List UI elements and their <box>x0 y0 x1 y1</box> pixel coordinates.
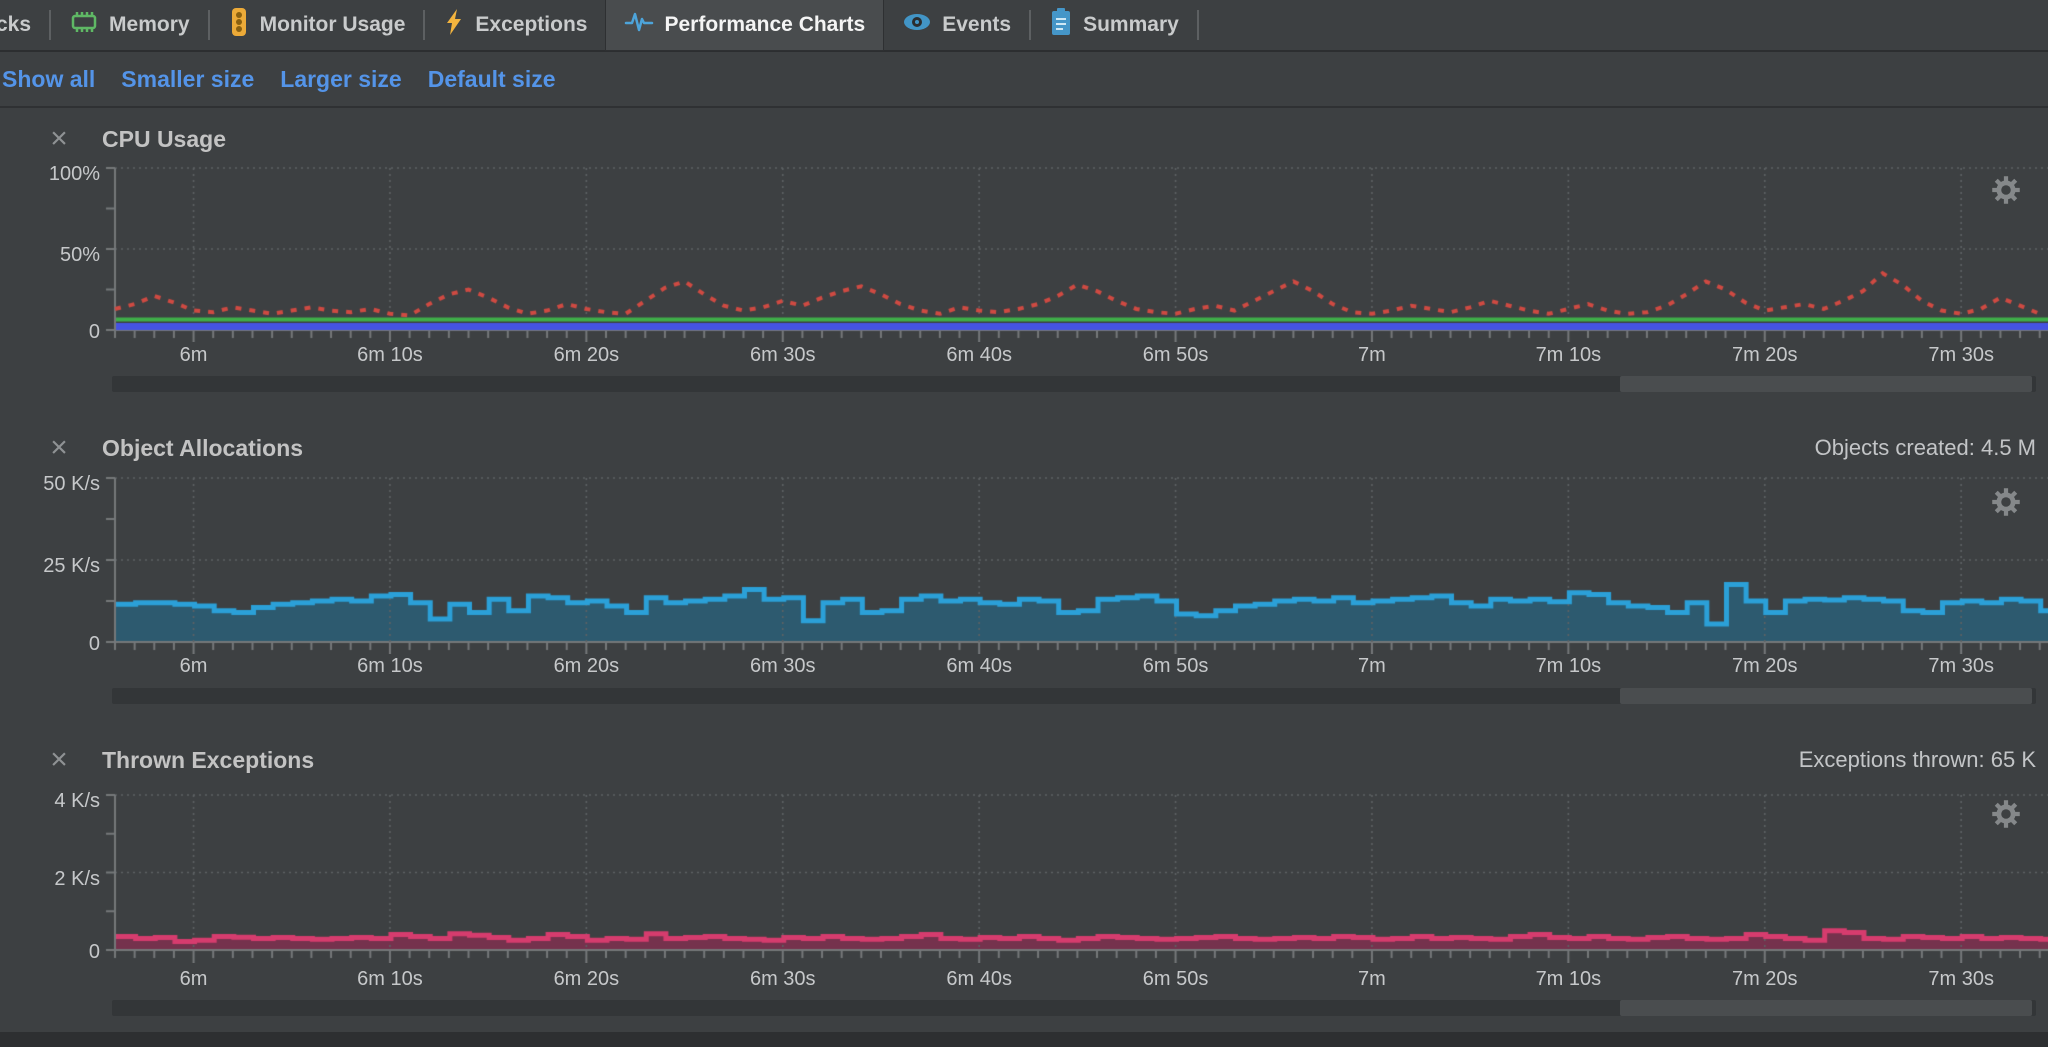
tab-label: Exceptions <box>475 13 588 36</box>
x-axis-label: 7m <box>1358 968 1386 990</box>
tab-exceptions[interactable]: Exceptions <box>425 0 605 51</box>
y-axis-label: 0 <box>88 941 100 963</box>
y-axis-label: 0 <box>88 321 100 343</box>
tab-label: Events <box>942 13 1012 36</box>
tab-summary[interactable]: Summary <box>1031 0 1197 51</box>
x-axis-label: 7m 10s <box>1535 344 1602 366</box>
tab-bar: cks Memory Monitor Usage <box>0 0 2048 52</box>
x-axis-label: 6m 30s <box>749 968 816 990</box>
thrown-exceptions-header: × Thrown Exceptions Exceptions thrown: 6… <box>0 741 2036 779</box>
tab-separator <box>423 10 426 40</box>
chart-scrollbar[interactable] <box>112 1000 2036 1016</box>
thrown-exceptions-chart[interactable] <box>0 783 2048 963</box>
y-axis-label: 50% <box>59 244 100 266</box>
tab-performance-charts[interactable]: Performance Charts <box>605 0 885 51</box>
tab-label: Monitor Usage <box>259 13 406 36</box>
panel-title: CPU Usage <box>102 125 226 152</box>
y-axis-label: 0 <box>88 633 100 655</box>
y-axis-label: 100% <box>48 163 100 185</box>
x-axis-label: 6m 40s <box>946 655 1012 677</box>
x-axis-label: 7m <box>1358 344 1386 366</box>
x-axis-label: 6m 50s <box>1142 968 1209 990</box>
x-axis-label: 6m 10s <box>357 344 423 366</box>
tab-partial-cks[interactable]: cks <box>0 0 49 51</box>
x-axis-label: 7m 30s <box>1928 655 1994 677</box>
tab-label: Performance Charts <box>664 13 866 36</box>
y-axis-label: 2 K/s <box>54 867 100 890</box>
smaller-size-link[interactable]: Smaller size <box>121 65 255 92</box>
tab-events[interactable]: Events <box>884 0 1029 51</box>
chart-scrollbar[interactable] <box>112 376 2036 392</box>
x-axis-labels: 6m 6m 10s 6m 20s 6m 30s 6m 40s 6m 50s 7m 7m 10s… <box>0 968 2048 996</box>
lightning-icon <box>443 7 465 43</box>
panel-info: Objects created: 4.5 M <box>1814 435 2036 460</box>
x-axis-label: 7m 20s <box>1731 655 1798 677</box>
x-axis-label: 6m 20s <box>553 655 620 677</box>
x-axis-label: 7m 30s <box>1928 344 1994 366</box>
chart-size-toolbar: Show all Smaller size Larger size Defaul… <box>2 54 556 104</box>
gear-icon[interactable] <box>1988 172 2024 208</box>
tab-label: Summary <box>1083 13 1179 36</box>
gear-icon[interactable] <box>1988 796 2024 832</box>
chart-scrollbar[interactable] <box>112 688 2036 704</box>
object-allocations-chart[interactable] <box>0 468 2048 654</box>
x-axis-label: 7m 10s <box>1535 968 1602 990</box>
x-axis-labels: 6m 6m 10s 6m 20s 6m 30s 6m 40s 6m 50s 7m 7m 10s… <box>0 344 2048 372</box>
object-allocations-header: × Object Allocations Objects created: 4.… <box>0 429 2036 467</box>
pulse-icon <box>624 9 654 41</box>
x-axis-label: 6m 30s <box>749 655 816 677</box>
x-axis-label: 7m 20s <box>1731 344 1798 366</box>
scrollbar-thumb[interactable] <box>1620 376 2032 392</box>
y-axis-label: 4 K/s <box>54 790 100 812</box>
panel-title: Thrown Exceptions <box>102 746 315 773</box>
tab-separator <box>1029 10 1032 40</box>
x-axis-label: 6m 50s <box>1142 344 1209 366</box>
panel-info: Exceptions thrown: 65 K <box>1798 747 2036 772</box>
close-icon[interactable]: × <box>50 743 68 776</box>
x-axis-label: 7m 20s <box>1731 968 1798 990</box>
x-axis-label: 6m 10s <box>357 655 423 677</box>
x-axis-label: 6m 20s <box>553 344 620 366</box>
larger-size-link[interactable]: Larger size <box>280 65 402 92</box>
clipboard-icon <box>1049 7 1073 43</box>
x-axis-label: 6m 10s <box>357 968 423 990</box>
x-axis-label: 6m <box>179 344 208 366</box>
x-axis-label: 6m <box>179 655 208 677</box>
scrollbar-thumb[interactable] <box>1620 1000 2032 1016</box>
y-axis-label: 50 K/s <box>43 473 100 495</box>
eye-icon <box>902 10 932 40</box>
panel-title: Object Allocations <box>102 434 304 461</box>
x-axis-label: 6m 40s <box>946 344 1012 366</box>
x-axis-labels: 6m 6m 10s 6m 20s 6m 30s 6m 40s 6m 50s 7m 7m 10s… <box>0 655 2048 683</box>
x-axis-label: 6m 50s <box>1142 655 1209 677</box>
close-icon[interactable]: × <box>50 122 68 155</box>
show-all-link[interactable]: Show all <box>2 65 96 92</box>
cpu-usage-header: × CPU Usage <box>0 120 2036 158</box>
tab-monitor-usage[interactable]: Monitor Usage <box>210 0 424 51</box>
x-axis-label: 7m 10s <box>1535 655 1602 677</box>
close-icon[interactable]: × <box>50 431 68 464</box>
x-axis-label: 6m 40s <box>946 968 1012 990</box>
toolbar-separator <box>0 106 2048 108</box>
x-axis-label: 6m 30s <box>749 344 816 366</box>
tab-label: Memory <box>109 13 190 36</box>
tab-memory[interactable]: Memory <box>51 0 208 51</box>
tab-separator <box>1196 10 1199 40</box>
x-axis-label: 7m 30s <box>1928 968 1994 990</box>
default-size-link[interactable]: Default size <box>427 65 556 92</box>
gear-icon[interactable] <box>1988 484 2024 520</box>
scrollbar-thumb[interactable] <box>1620 688 2032 704</box>
tab-separator <box>49 10 52 40</box>
tab-separator <box>207 10 210 40</box>
memory-chip-icon <box>69 8 99 42</box>
traffic-light-icon <box>228 6 250 44</box>
x-axis-label: 7m <box>1358 655 1386 677</box>
y-axis-label: 25 K/s <box>43 555 100 577</box>
tab-label: cks <box>0 13 32 36</box>
x-axis-label: 6m <box>179 968 208 990</box>
bottom-panel-strip <box>0 1032 2048 1047</box>
x-axis-label: 6m 20s <box>553 968 620 990</box>
cpu-usage-chart[interactable] <box>0 158 2048 342</box>
